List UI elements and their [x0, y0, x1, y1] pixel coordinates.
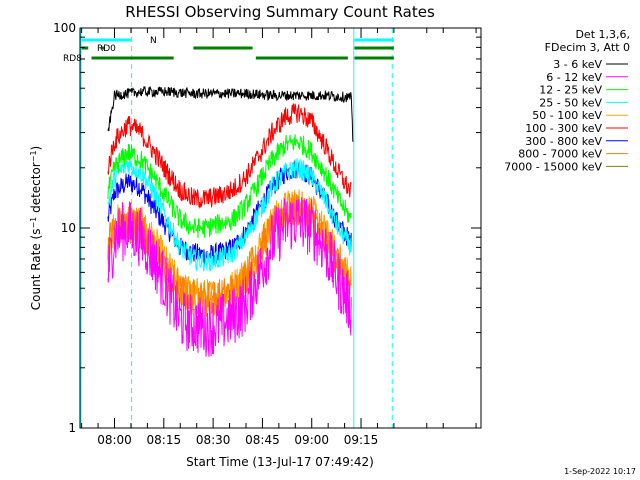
legend-label-9: 7000 - 15000 keV: [504, 160, 602, 173]
x-tick-label-5: 09:15: [344, 433, 379, 447]
legend-label-5: 50 - 100 keV: [532, 109, 602, 122]
legend-label-7: 300 - 800 keV: [525, 135, 602, 148]
legend-label-6: 100 - 300 keV: [525, 122, 602, 135]
x-axis-title: Start Time (13-Jul-17 07:49:42): [186, 455, 374, 469]
legend-label-4: 25 - 50 keV: [539, 96, 602, 109]
legend-label-3: 12 - 25 keV: [539, 84, 602, 97]
y-axis-title-sup1: −1: [29, 217, 38, 229]
y-axis-title-sup2: −1: [29, 150, 38, 162]
series-line-6: [107, 103, 352, 209]
x-tick-label-4: 09:00: [294, 433, 329, 447]
chart-title: RHESSI Observing Summary Count Rates: [125, 3, 435, 21]
x-tick-label-0: 08:00: [97, 433, 132, 447]
series-line-4: [107, 158, 352, 272]
y-axis-title-base: Count Rate (s: [29, 229, 43, 311]
y-tick-label-2: 100: [53, 21, 76, 35]
flag-label-rd8: RD8: [63, 54, 82, 64]
x-tick-label-2: 08:30: [196, 433, 231, 447]
axes: [79, 27, 482, 429]
series-line-3: [107, 134, 352, 239]
y-axis-title-end: ): [29, 146, 43, 151]
flag-label-n: N: [150, 36, 157, 46]
legend-label-1: 3 - 6 keV: [553, 58, 602, 71]
series-line-1: [107, 85, 354, 142]
series-line-2: [107, 197, 352, 357]
legend-header-line-2: FDecim 3, Att 0: [545, 41, 630, 54]
y-tick-label-1: 10: [61, 221, 76, 235]
flag-label-rd0: RD0: [97, 44, 116, 54]
y-tick-label-0: 1: [68, 421, 76, 435]
legend-label-2: 6 - 12 keV: [546, 71, 602, 84]
legend-label-8: 800 - 7000 keV: [518, 148, 602, 161]
y-axis-title-mid: detector: [29, 162, 43, 217]
legend-header-line-1: Det 1,3,6,: [575, 28, 630, 41]
x-tick-label-3: 08:45: [245, 433, 280, 447]
footer-date: 1-Sep-2022 10:17: [564, 467, 636, 476]
plot-area: N RD0 RD8: [63, 28, 394, 428]
x-tick-label-1: 08:15: [147, 433, 182, 447]
y-axis-title: Count Rate (s−1 detector−1): [29, 146, 44, 310]
